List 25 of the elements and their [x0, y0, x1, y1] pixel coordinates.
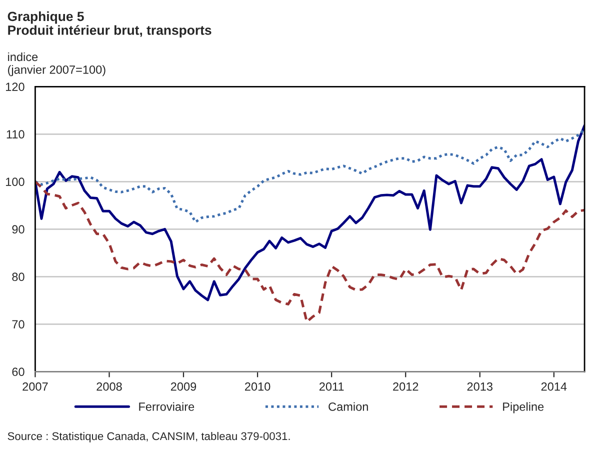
y-tick-label: 60 — [12, 368, 24, 376]
chart-title: Graphique 5 — [8, 11, 84, 24]
legend-label: Pipeline — [503, 402, 544, 414]
y-axis-title: indice (janvier 2007=100) — [8, 52, 106, 76]
line-series — [35, 180, 585, 324]
chart-subtitle: Produit intérieur brut, transports — [8, 25, 212, 38]
y-tick-label: 80 — [12, 272, 24, 282]
legend-label: Camion — [328, 402, 368, 411]
legend-label: Ferroviaire — [139, 402, 194, 411]
x-tick-label: 2011 — [319, 382, 344, 391]
x-tick-label: 2010 — [245, 382, 270, 391]
x-tick-label: 2007 — [22, 382, 48, 391]
y-tick-label: 100 — [6, 178, 24, 186]
y-tick-label: 70 — [12, 320, 24, 329]
x-tick-label: 2008 — [96, 382, 122, 391]
line-series — [35, 124, 585, 302]
y-tick-label: 120 — [6, 82, 24, 92]
x-tick-label: 2009 — [170, 382, 196, 391]
x-tick-label: 2014 — [541, 382, 567, 391]
y-tick-label: 90 — [12, 225, 24, 234]
x-tick-label: 2013 — [467, 382, 492, 391]
line-series — [35, 128, 585, 224]
y-tick-label: 110 — [6, 130, 24, 139]
x-tick-label: 2012 — [393, 382, 418, 391]
source-note: Source : Statistique Canada, CANSIM, tableau 379-0031. — [8, 432, 290, 442]
